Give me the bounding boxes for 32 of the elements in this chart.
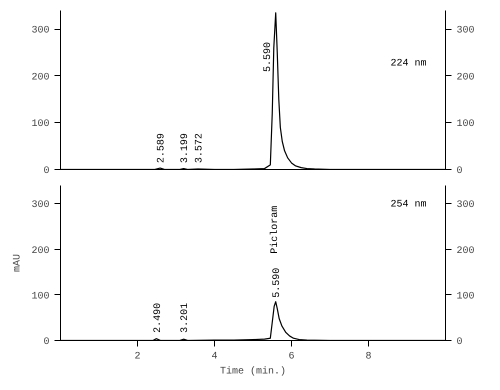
y2-tick-label: 0 [456, 166, 463, 177]
annotation: 3.201 [180, 302, 192, 333]
annotation: 2.589 [156, 133, 168, 164]
annotation: 224 nm [390, 58, 427, 70]
annotation: Picloram [269, 206, 282, 254]
y-tick-label: 300 [31, 26, 50, 37]
annotation: 2.490 [152, 302, 164, 333]
y-tick-label: 100 [31, 291, 50, 302]
x-tick-label: 2 [134, 352, 141, 362]
annotation: 3.199 [180, 133, 192, 164]
x-tick-label: 8 [366, 352, 372, 362]
y-tick-label: 0 [44, 166, 50, 177]
y-tick-label: 200 [31, 72, 50, 84]
y2-tick-label: 0 [456, 337, 463, 348]
y-tick-label: 300 [31, 200, 50, 212]
x-tick-label: 4 [212, 352, 218, 362]
annotation: 254 nm [390, 200, 427, 210]
annotation: 5.590 [263, 42, 274, 72]
y-tick-label: 0 [44, 337, 50, 348]
y2-tick-label: 200 [456, 246, 475, 257]
x-axis-title: Time (min.) [220, 366, 286, 378]
y-tick-label: 100 [31, 119, 50, 130]
annotation: 5.590 [272, 268, 284, 298]
y2-tick-label: 100 [456, 119, 475, 130]
y2-tick-label: 100 [456, 291, 475, 302]
annotation: 3.572 [194, 133, 206, 164]
y2-tick-label: 300 [456, 200, 475, 212]
y2-tick-label: 200 [456, 72, 475, 84]
y-tick-label: 200 [31, 246, 50, 257]
y-axis-title: mAU [12, 254, 24, 272]
x-tick-label: 6 [288, 352, 295, 362]
y2-tick-label: 300 [456, 26, 475, 37]
